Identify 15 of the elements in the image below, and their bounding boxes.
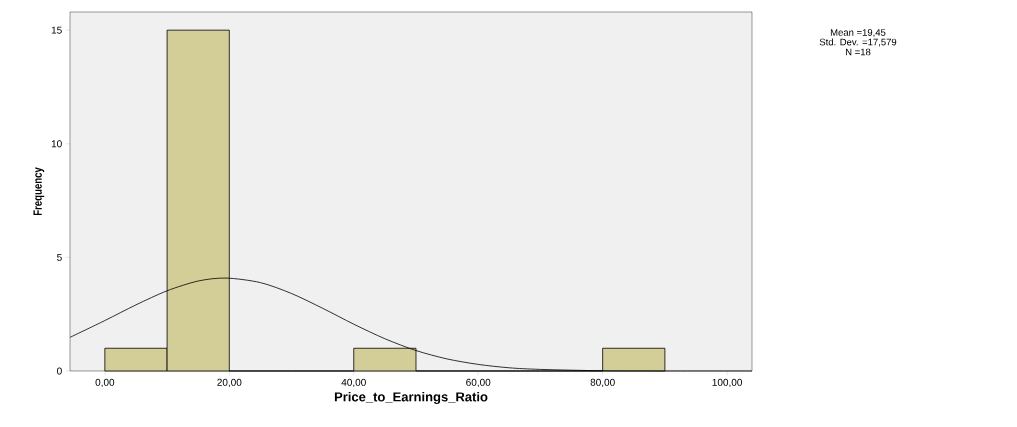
text: Std. Dev. =17,579 [819, 38, 897, 47]
x-tick-label: 100,00 [712, 378, 743, 388]
y-tick-label: 5 [57, 253, 62, 261]
x-tick-label: 20,00 [217, 378, 242, 388]
y-tick-label: 10 [51, 140, 62, 148]
text: N =18 [845, 48, 871, 56]
x-tick-label: 80,00 [590, 378, 615, 388]
x-tick-label: 40,00 [341, 378, 366, 388]
y-axis-title: Frequency [33, 167, 45, 216]
y-tick-label: 0 [57, 367, 62, 375]
x-tick-label: 60,00 [466, 378, 491, 388]
x-tick-label: 0,00 [95, 378, 115, 388]
text: Mean =19,45 [830, 29, 886, 37]
x-axis-title: Price_to_Earnings_Ratio [334, 391, 488, 405]
y-tick-label: 15 [51, 26, 62, 34]
